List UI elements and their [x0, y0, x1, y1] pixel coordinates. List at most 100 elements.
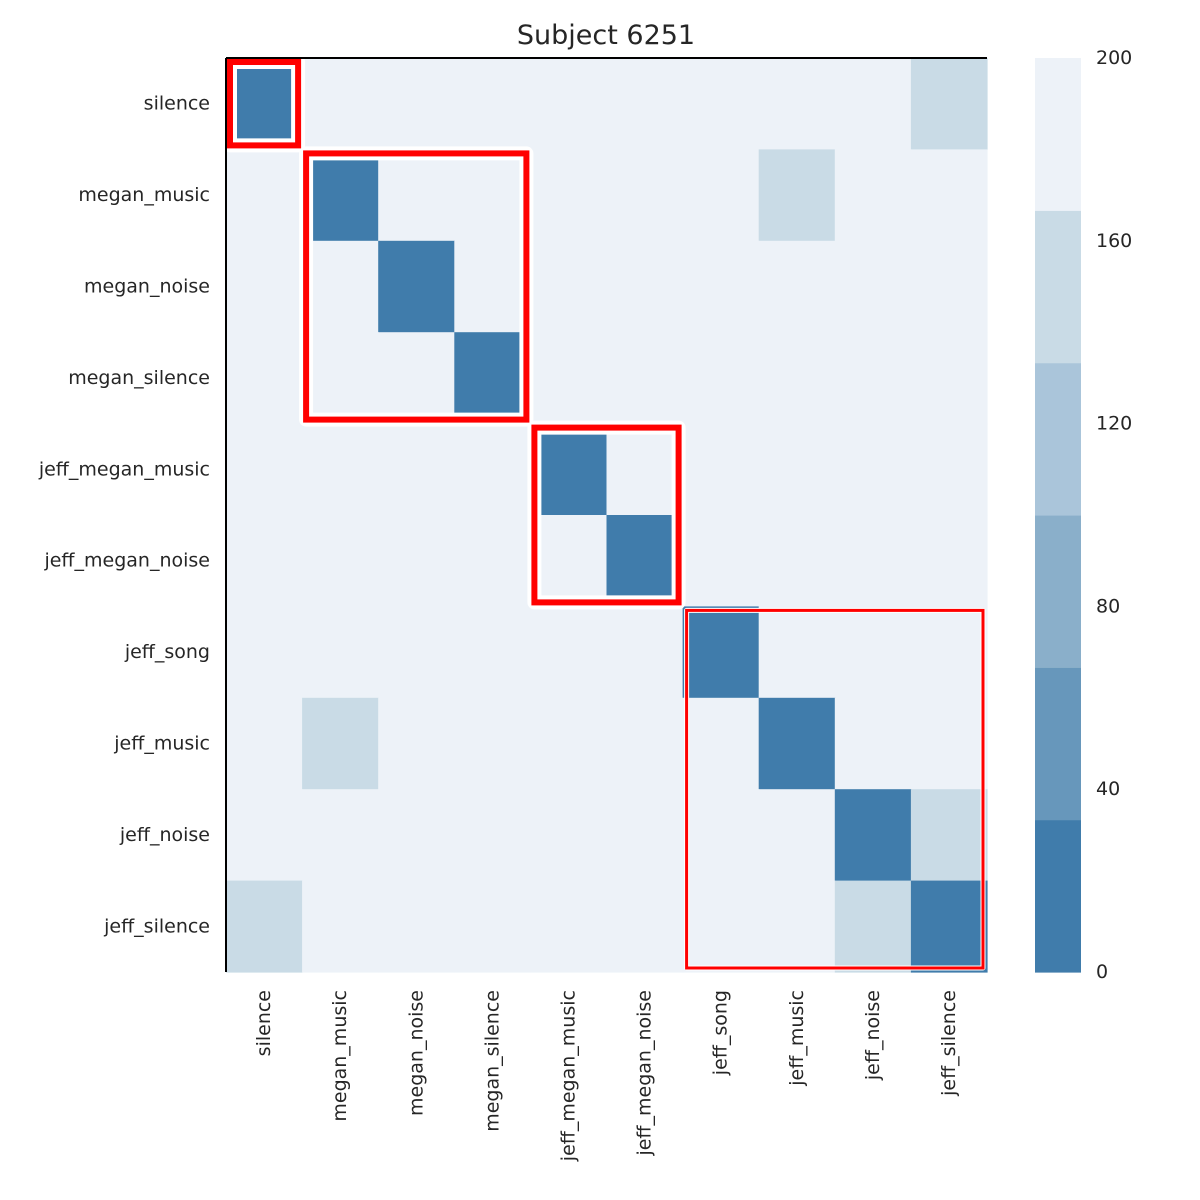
heatmap-cell — [454, 880, 531, 973]
heatmap-cell — [682, 423, 760, 516]
cluster-box — [685, 608, 985, 970]
column-label: megan_music — [329, 990, 351, 1122]
cluster-box — [531, 424, 682, 606]
heatmap-cell — [606, 58, 684, 150]
heatmap-cell — [302, 58, 379, 150]
heatmap-cell — [302, 240, 379, 333]
heatmap-cell — [302, 423, 379, 516]
heatmap-cell — [910, 240, 988, 333]
row-label: jeff_music — [113, 733, 210, 755]
heatmap-cell — [378, 332, 455, 425]
column-tick-labels: silence megan_music megan_noise megan_silen… — [253, 990, 960, 1162]
colorbar-segment — [1035, 515, 1081, 668]
heatmap-cell — [454, 789, 531, 882]
heatmap-cell — [758, 240, 836, 333]
heatmap-cell — [226, 423, 303, 516]
heatmap-cell — [302, 149, 379, 242]
column-label: megan_silence — [481, 990, 503, 1132]
heatmap-cell — [910, 332, 988, 425]
heatmap-cell — [606, 789, 684, 882]
heatmap-cell — [834, 58, 912, 150]
heatmap-cell — [530, 515, 608, 607]
row-label: megan_noise — [84, 276, 210, 298]
heatmap-cell — [834, 789, 912, 882]
heatmap-cell — [606, 606, 684, 699]
heatmap-cell — [530, 240, 608, 333]
heatmap-cell — [302, 332, 379, 425]
heatmap-cell — [226, 606, 303, 699]
heatmap-cell — [454, 58, 531, 150]
heatmap-cell — [910, 789, 988, 882]
colorbar-tick-label: 80 — [1096, 595, 1120, 617]
heatmap-cell — [378, 515, 455, 607]
colorbar-tick-label: 120 — [1096, 413, 1132, 435]
heatmap-cells — [226, 58, 988, 973]
heatmap-cell — [378, 149, 455, 242]
heatmap-cell — [530, 789, 608, 882]
heatmap-cell — [226, 697, 303, 790]
heatmap-cell — [226, 880, 303, 973]
heatmap-cell — [758, 789, 836, 882]
colorbar-segment — [1035, 819, 1081, 973]
column-label: jeff_music — [786, 990, 808, 1087]
row-label: jeff_song — [124, 641, 210, 663]
column-label: jeff_noise — [862, 990, 884, 1081]
heatmap-cell — [910, 58, 988, 150]
heatmap-cell — [910, 697, 988, 790]
heatmap-cell — [530, 697, 608, 790]
heatmap-cell — [758, 697, 836, 790]
heatmap-cell — [530, 332, 608, 425]
heatmap-cell — [606, 423, 684, 516]
heatmap-cell — [302, 880, 379, 973]
heatmap-cell — [834, 697, 912, 790]
column-label: jeff_megan_noise — [634, 990, 656, 1157]
heatmap-cell — [454, 697, 531, 790]
heatmap-cell — [834, 240, 912, 333]
colorbar-tick-label: 160 — [1096, 230, 1132, 252]
row-label: jeff_noise — [119, 824, 210, 846]
heatmap-cell — [834, 880, 912, 973]
heatmap-cell — [682, 332, 760, 425]
heatmap-cell — [910, 606, 988, 699]
heatmap-cell — [682, 515, 760, 607]
row-label: silence — [144, 93, 210, 115]
column-label: jeff_song — [710, 990, 732, 1076]
cluster-boxes — [223, 55, 986, 971]
heatmap-cell — [226, 515, 303, 607]
heatmap-cell — [682, 240, 760, 333]
heatmap-cell — [758, 880, 836, 973]
heatmap-cell — [378, 240, 455, 333]
heatmap-cell — [226, 332, 303, 425]
heatmap-cell — [682, 789, 760, 882]
heatmap-cell — [834, 606, 912, 699]
heatmap-cell — [530, 149, 608, 242]
heatmap-cell — [378, 697, 455, 790]
heatmap-cell — [910, 423, 988, 516]
heatmap-cell — [606, 880, 684, 973]
row-label: megan_music — [78, 184, 210, 206]
colorbar-segment — [1035, 210, 1081, 364]
colorbar-segment — [1035, 667, 1081, 821]
heatmap-cell — [758, 423, 836, 516]
heatmap-cell — [910, 149, 988, 242]
chart-title: Subject 6251 — [517, 20, 695, 51]
heatmap-cell — [226, 149, 303, 242]
heatmap-cell — [378, 789, 455, 882]
row-tick-labels: silence megan_music megan_noise megan_silen… — [38, 93, 210, 938]
heatmap-cell — [530, 880, 608, 973]
heatmap-cell — [226, 789, 303, 882]
heatmap-cell — [758, 515, 836, 607]
heatmap-cell — [606, 240, 684, 333]
heatmap-cell — [454, 423, 531, 516]
cluster-box — [303, 150, 530, 423]
heatmap-cell — [530, 58, 608, 150]
colorbar-tick-label: 0 — [1096, 961, 1108, 983]
heatmap-cell — [910, 515, 988, 607]
heatmap-cell — [378, 58, 455, 150]
heatmap-cell — [226, 58, 303, 150]
heatmap-cell — [302, 697, 379, 790]
heatmap-cell — [530, 423, 608, 516]
heatmap-cell — [454, 332, 531, 425]
column-label: jeff_megan_music — [557, 990, 579, 1162]
